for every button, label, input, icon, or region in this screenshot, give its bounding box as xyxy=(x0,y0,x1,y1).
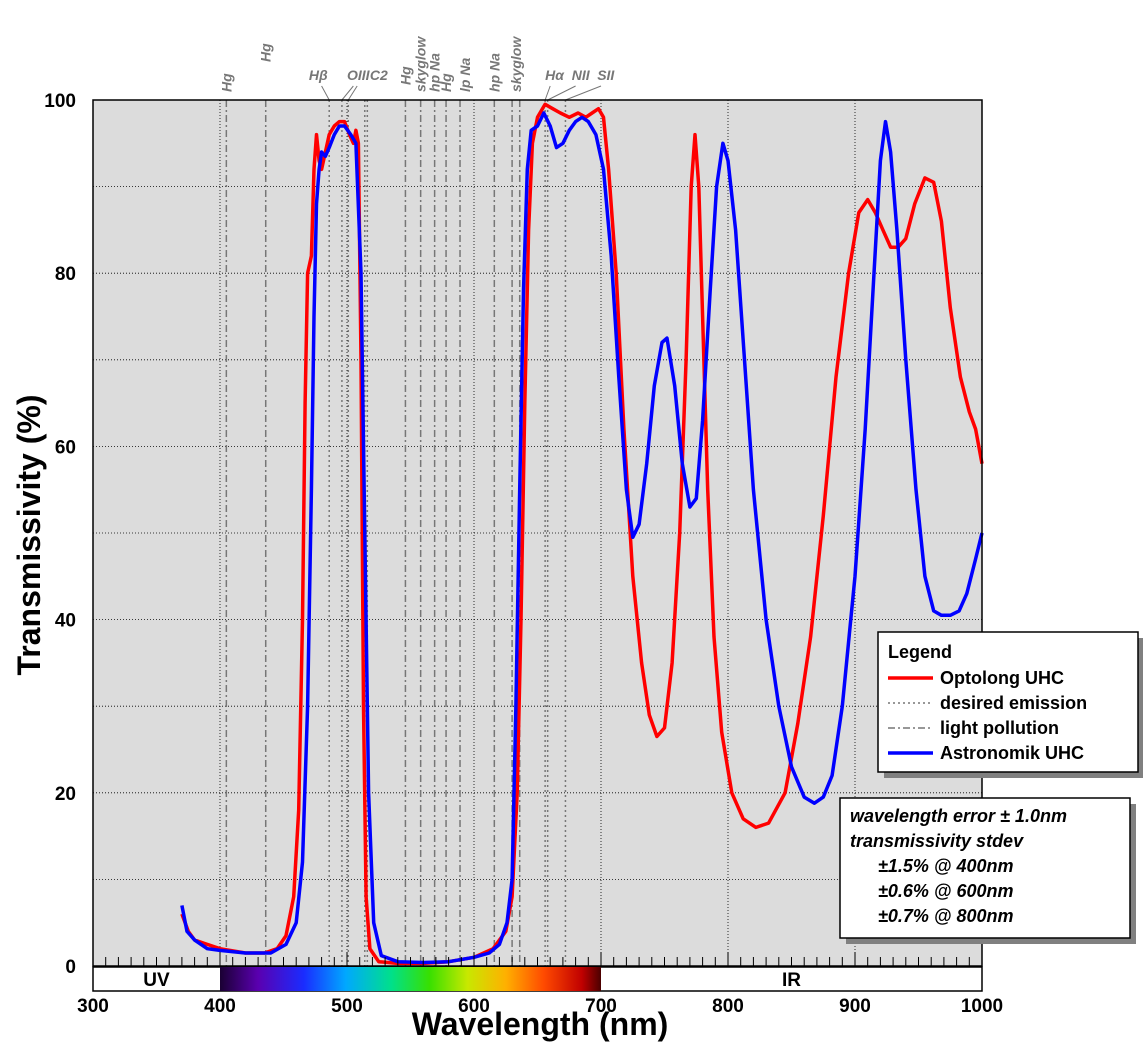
emission-line-label: Hα xyxy=(545,67,565,83)
y-tick-label: 80 xyxy=(55,264,76,285)
x-tick-label: 500 xyxy=(331,996,363,1017)
emission-line-label: SII xyxy=(597,67,615,83)
emission-line-label: NII xyxy=(572,67,591,83)
emission-pointer xyxy=(341,85,354,101)
legend-box xyxy=(877,631,1139,773)
measurement-notes: wavelength error ± 1.0nm transmissivity s… xyxy=(839,797,1136,944)
emission-pointer xyxy=(544,85,551,101)
notes-box xyxy=(839,797,1131,939)
uv-label: UV xyxy=(143,970,170,991)
y-tick-label: 0 xyxy=(65,957,76,978)
note-line: ±1.5% @ 400nm xyxy=(878,856,1014,876)
emission-line-label: C2 xyxy=(370,67,388,83)
note-line: wavelength error ± 1.0nm xyxy=(850,806,1067,826)
emission-line-label: hp Na xyxy=(486,53,502,92)
emission-line-label: skyglow xyxy=(508,36,524,92)
legend: Legend Optolong UHC desired emission light … xyxy=(877,631,1143,778)
x-tick-label: 800 xyxy=(712,996,744,1017)
note-line: transmissivity stdev xyxy=(850,831,1024,851)
emission-line-label: OIII xyxy=(347,67,371,83)
emission-line-label: skyglow xyxy=(413,36,429,92)
x-axis-title: Wavelength (nm) xyxy=(412,1006,669,1042)
visible-spectrum xyxy=(220,967,601,991)
x-tick-label: 1000 xyxy=(961,996,1003,1017)
emission-line-label: lp Na xyxy=(457,58,473,92)
emission-pointer xyxy=(565,85,602,101)
y-tick-label: 40 xyxy=(55,611,76,632)
y-tick-label: 20 xyxy=(55,784,76,805)
legend-label: Optolong UHC xyxy=(940,668,1064,688)
ir-label: IR xyxy=(782,970,801,991)
emission-line-label: Hβ xyxy=(309,67,328,83)
y-axis-title: Transmissivity (%) xyxy=(11,395,47,676)
note-line: ±0.7% @ 800nm xyxy=(878,906,1014,926)
series-line-optolong xyxy=(180,102,984,966)
legend-label: light pollution xyxy=(940,718,1059,738)
x-tick-label: 900 xyxy=(839,996,871,1017)
x-tick-label: 300 xyxy=(77,996,109,1017)
x-tick-label: 600 xyxy=(458,996,490,1017)
emission-line-label: Hg xyxy=(438,73,454,92)
emission-line-label: hp Na xyxy=(427,53,443,92)
legend-label: Astronomik UHC xyxy=(940,743,1084,763)
x-tick-label: 700 xyxy=(585,996,617,1017)
legend-title: Legend xyxy=(888,642,952,662)
emission-line-label: Hg xyxy=(218,73,234,92)
emission-pointer xyxy=(321,85,330,101)
emission-line-label: Hg xyxy=(258,43,274,62)
y-tick-label: 100 xyxy=(44,91,76,112)
note-line: ±0.6% @ 600nm xyxy=(878,881,1014,901)
legend-label: desired emission xyxy=(940,693,1087,713)
x-tick-label: 400 xyxy=(204,996,236,1017)
emission-line-label: Hg xyxy=(397,66,413,85)
emission-pointer xyxy=(347,85,358,101)
series-line-astronomik xyxy=(180,111,984,965)
emission-pointer xyxy=(547,85,576,101)
y-tick-label: 60 xyxy=(55,437,76,458)
